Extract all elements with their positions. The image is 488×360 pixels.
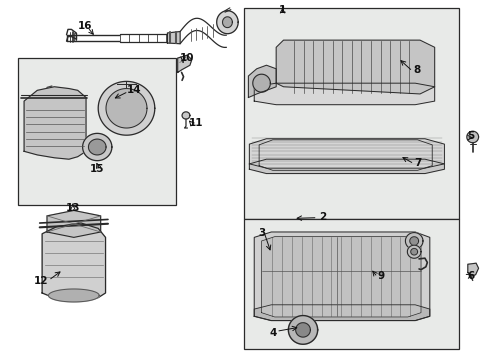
Text: 3: 3: [257, 228, 264, 238]
Polygon shape: [466, 131, 478, 143]
Polygon shape: [288, 316, 317, 344]
Polygon shape: [47, 211, 101, 237]
Bar: [244, 8, 458, 220]
Polygon shape: [249, 139, 444, 168]
Polygon shape: [252, 74, 270, 92]
Polygon shape: [48, 289, 99, 302]
Polygon shape: [254, 83, 434, 105]
Polygon shape: [82, 134, 112, 161]
Text: 13: 13: [65, 203, 80, 213]
Text: 2: 2: [318, 212, 325, 221]
Polygon shape: [216, 11, 238, 34]
Polygon shape: [407, 245, 420, 258]
Polygon shape: [254, 305, 429, 320]
Text: 12: 12: [34, 276, 48, 286]
Polygon shape: [74, 33, 76, 41]
Polygon shape: [410, 248, 417, 255]
Polygon shape: [167, 32, 180, 44]
Polygon shape: [295, 323, 310, 337]
Text: 1: 1: [278, 5, 285, 15]
Polygon shape: [42, 223, 105, 301]
Text: 4: 4: [268, 328, 276, 338]
Polygon shape: [222, 17, 232, 28]
Polygon shape: [98, 81, 155, 135]
Text: 6: 6: [466, 271, 473, 281]
Polygon shape: [261, 237, 420, 317]
Text: 5: 5: [466, 131, 473, 141]
Text: 7: 7: [413, 158, 421, 168]
Text: 14: 14: [127, 85, 142, 95]
Polygon shape: [177, 55, 191, 72]
Text: 8: 8: [413, 65, 420, 75]
Text: 16: 16: [77, 21, 92, 31]
Polygon shape: [106, 89, 147, 128]
Text: 11: 11: [188, 118, 203, 128]
Polygon shape: [409, 237, 418, 245]
Polygon shape: [276, 40, 434, 94]
Polygon shape: [405, 233, 422, 249]
Polygon shape: [248, 65, 276, 98]
Polygon shape: [24, 87, 86, 159]
Polygon shape: [254, 232, 429, 320]
Text: 10: 10: [180, 53, 194, 63]
Polygon shape: [182, 112, 189, 119]
Polygon shape: [88, 139, 106, 155]
Bar: [244, 220, 458, 348]
Bar: [18, 58, 176, 205]
Text: 15: 15: [90, 163, 104, 174]
Polygon shape: [249, 159, 444, 174]
Polygon shape: [467, 263, 478, 276]
Text: 9: 9: [377, 271, 384, 281]
